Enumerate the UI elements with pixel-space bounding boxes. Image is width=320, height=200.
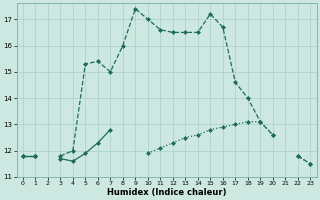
X-axis label: Humidex (Indice chaleur): Humidex (Indice chaleur) (107, 188, 226, 197)
